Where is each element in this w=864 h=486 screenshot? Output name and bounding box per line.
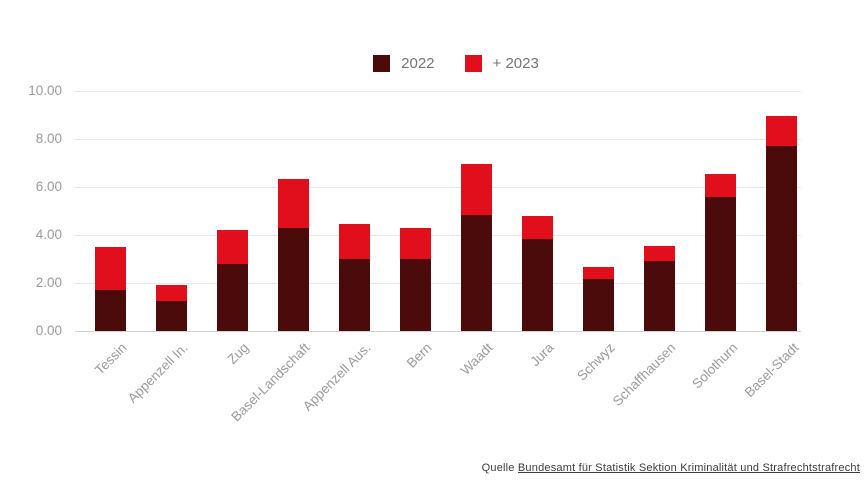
bar-segment-2023-basel-landschaft: [277, 178, 309, 228]
bar-segment-2022-schwyz: [582, 279, 614, 331]
gridline: [75, 235, 801, 236]
gridline: [75, 91, 801, 92]
x-axis-label-tessin: Tessin: [91, 340, 130, 378]
gridline: [75, 139, 801, 140]
bar-segment-2023-appenzell-aus: [338, 224, 370, 259]
legend-label-2022: 2022: [401, 55, 435, 72]
y-tick-label: 8.00: [35, 131, 62, 146]
x-axis-label-schaffhausen: Schaffhausen: [610, 340, 680, 409]
y-tick-label: 0.00: [35, 323, 62, 338]
bar-segment-2023-solothurn: [705, 173, 736, 197]
source-attribution: Quelle Bundesamt für Statistik Sektion K…: [482, 462, 860, 474]
legend-item-2022: 2022: [373, 55, 435, 72]
legend-item-2023: + 2023: [464, 55, 539, 72]
bar-segment-2022-bern: [399, 259, 431, 331]
source-prefix: Quelle: [481, 462, 518, 474]
x-axis-label-schwyz: Schwyz: [574, 340, 618, 384]
bar-segment-2022-waadt: [460, 214, 492, 331]
x-axis-line: [75, 331, 801, 332]
bar-segment-2023-basel-stadt: [766, 116, 798, 147]
source-link[interactable]: Bundesamt für Statistik Sektion Kriminal…: [517, 462, 860, 474]
y-tick-label: 4.00: [35, 227, 62, 242]
gridline: [75, 283, 801, 284]
bar-segment-2023-waadt: [460, 164, 492, 215]
bar-segment-2023-zug: [216, 230, 248, 264]
bar-segment-2023-jura: [521, 215, 553, 239]
bar-segment-2022-zug: [216, 263, 248, 331]
chart-legend: 2022 + 2023: [24, 55, 864, 72]
bar-segment-2022-basel-landschaft: [277, 227, 309, 331]
bar-segment-2023-appenzell-in: [155, 285, 187, 301]
bar-segment-2023-schwyz: [582, 267, 614, 280]
y-tick-label: 6.00: [35, 179, 62, 194]
legend-swatch-2023: [464, 55, 482, 72]
bar-segment-2022-solothurn: [705, 196, 736, 331]
x-axis-label-appenzell-in: Appenzell In.: [124, 340, 191, 406]
bar-segment-2023-bern: [399, 227, 431, 259]
x-axis-label-waadt: Waadt: [458, 340, 496, 378]
bar-segment-2023-schaffhausen: [643, 245, 675, 262]
legend-swatch-2022: [373, 55, 391, 72]
bar-segment-2023-tessin: [94, 247, 126, 291]
bar-segment-2022-jura: [521, 238, 553, 331]
bar-segment-2022-appenzell-aus: [338, 259, 370, 331]
legend-label-2023: + 2023: [492, 55, 539, 72]
x-axis-label-basel-stadt: Basel-Stadt: [741, 340, 802, 400]
x-axis-label-jura: Jura: [527, 340, 557, 370]
bar-segment-2022-schaffhausen: [643, 261, 675, 331]
gridline: [75, 187, 801, 188]
bar-segment-2022-appenzell-in: [155, 301, 187, 331]
x-axis-label-solothurn: Solothurn: [688, 340, 741, 392]
bar-segment-2022-tessin: [94, 290, 126, 331]
x-axis-label-bern: Bern: [404, 340, 435, 371]
x-axis-label-zug: Zug: [224, 340, 252, 368]
y-tick-label: 2.00: [35, 275, 62, 290]
y-tick-label: 10.00: [28, 83, 62, 98]
bar-segment-2022-basel-stadt: [766, 146, 798, 331]
